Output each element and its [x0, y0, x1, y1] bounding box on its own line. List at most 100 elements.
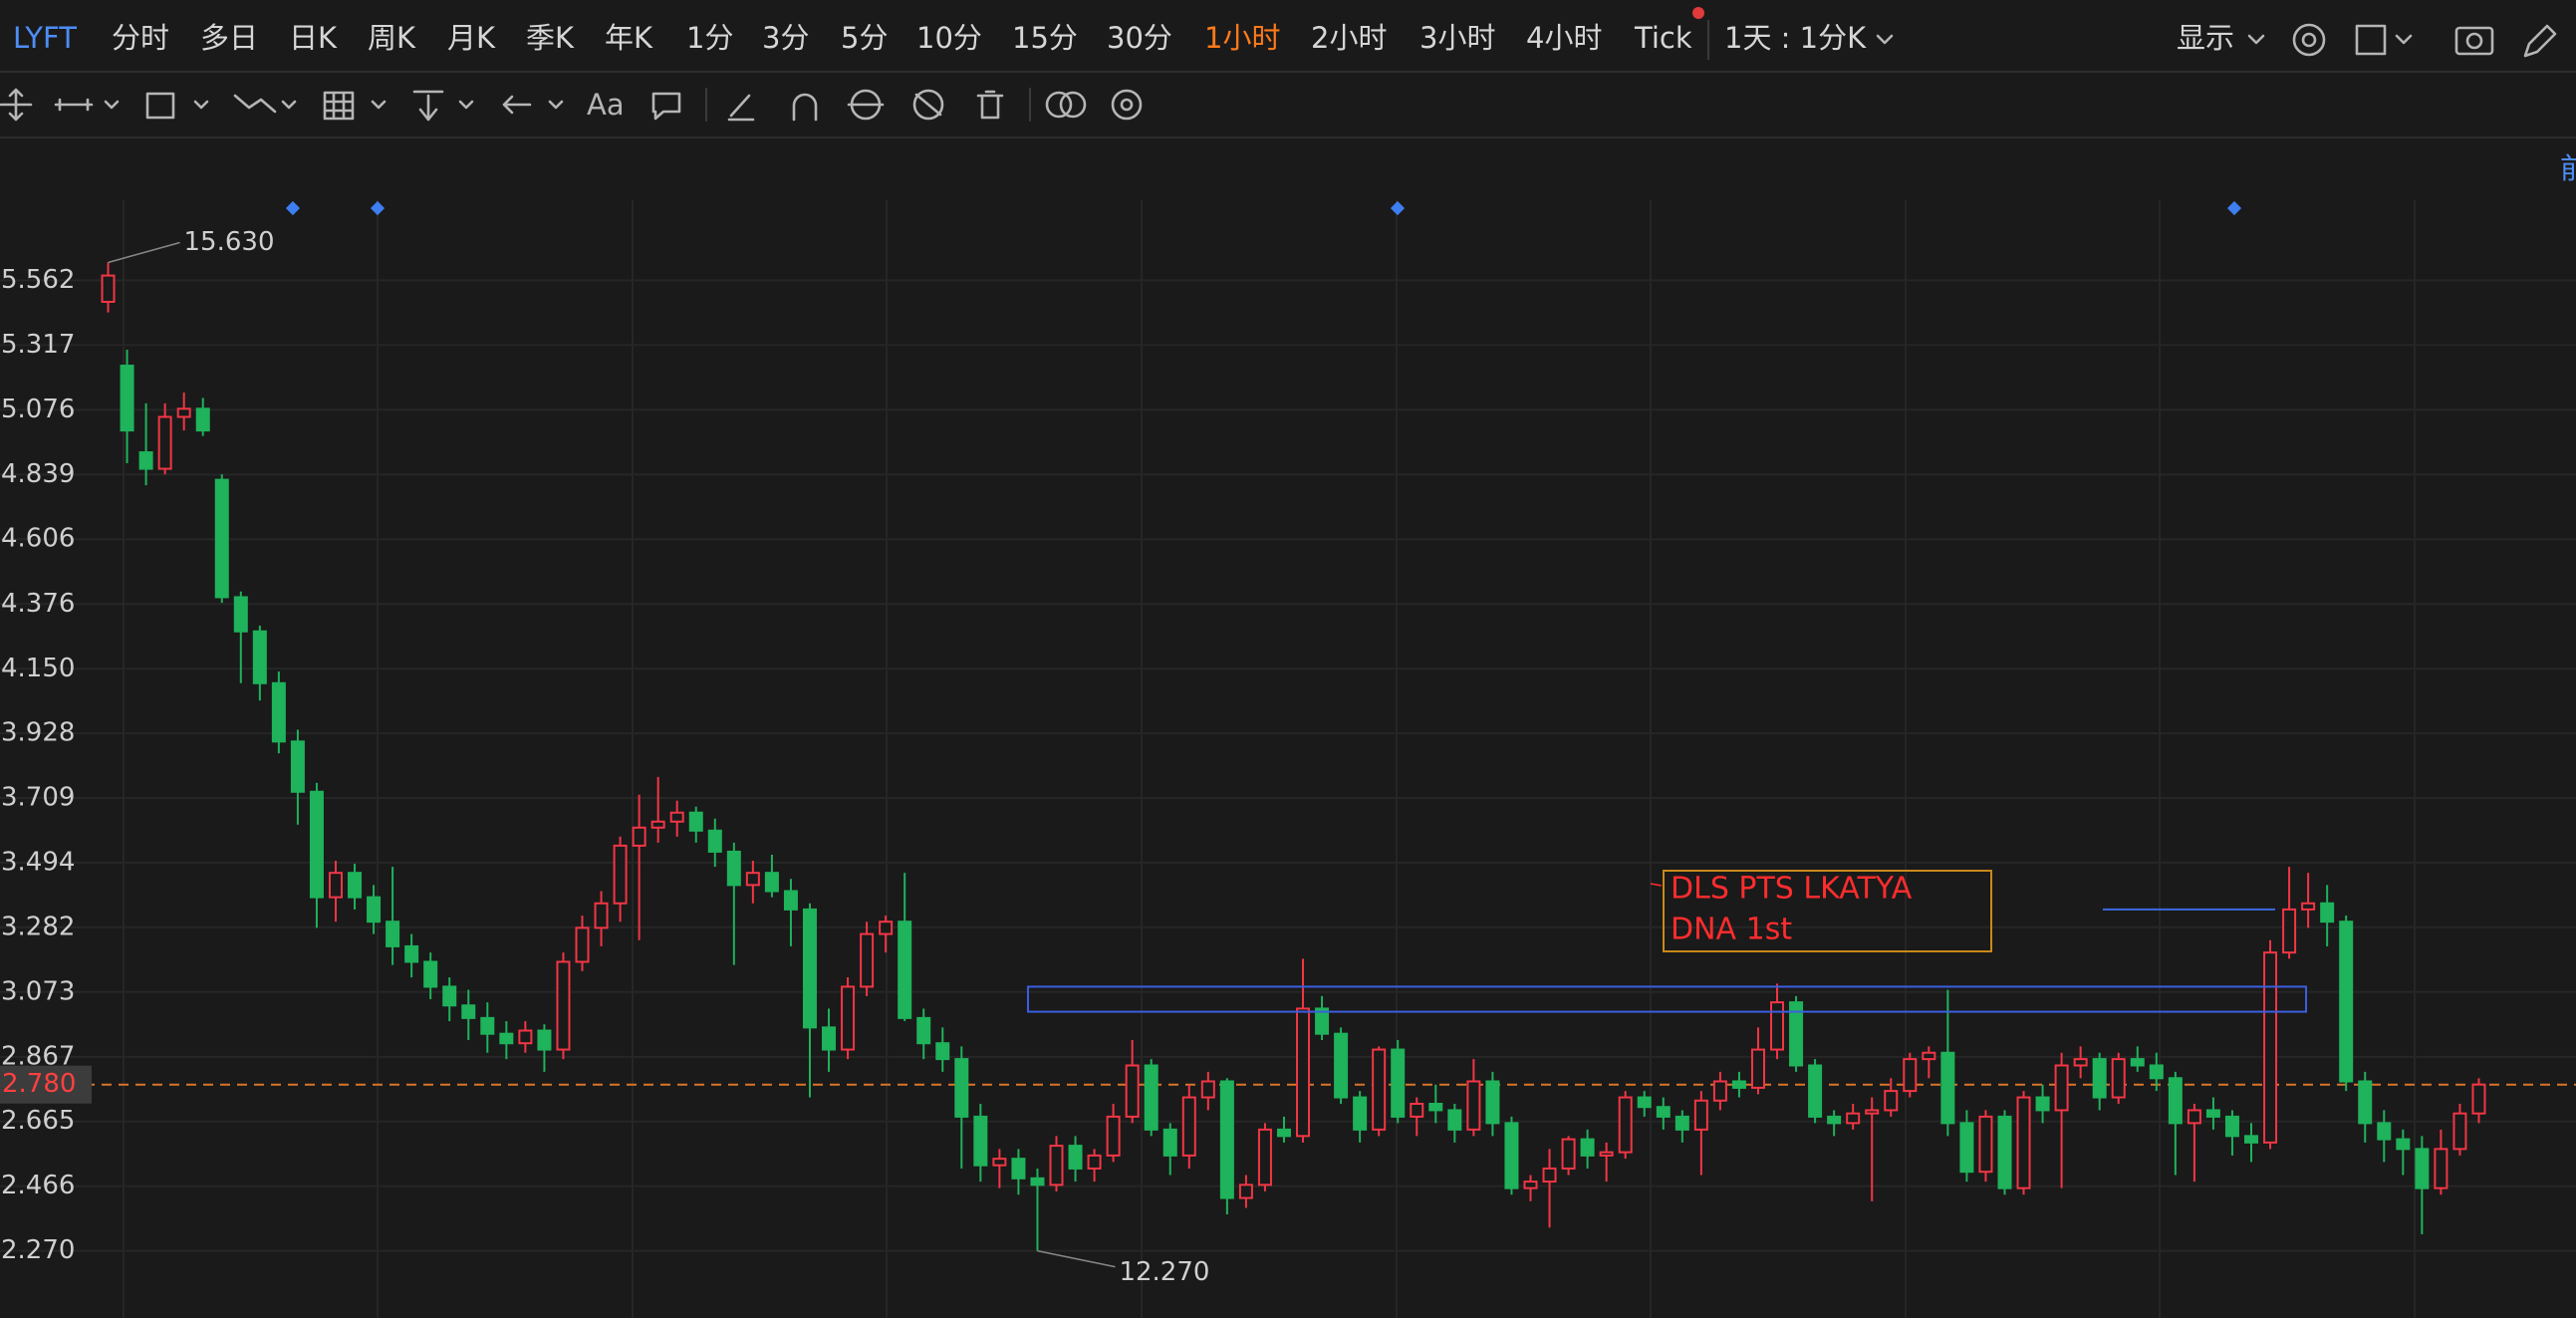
candle-body [195, 407, 210, 432]
candle-body [1922, 1051, 1936, 1061]
candle-body [1846, 1112, 1861, 1125]
event-marker [370, 200, 386, 216]
interval-selector[interactable]: 1天 : 1分K [1724, 21, 1867, 55]
arrow-tool[interactable] [502, 95, 564, 115]
shape-tool[interactable] [145, 92, 209, 120]
candle-body [879, 921, 894, 935]
candle-body [707, 829, 722, 853]
timeframe-tab[interactable]: 月K [447, 21, 496, 55]
candle-body [1353, 1096, 1368, 1131]
y-tick-label: 2.466 [1, 1171, 75, 1200]
candle-body [669, 811, 684, 823]
candle-body [252, 630, 267, 684]
timeframe-tab[interactable]: 分时 [112, 21, 169, 55]
candle-body [916, 1016, 931, 1045]
line-tool[interactable] [54, 98, 120, 112]
timeframe-tab[interactable]: 3分 [762, 21, 809, 55]
timeframe-tab[interactable]: 3小时 [1419, 21, 1495, 55]
candle-body [2339, 921, 2354, 1083]
timeframe-tab[interactable]: 季K [526, 21, 575, 55]
y-tick-label: 3.282 [1, 912, 75, 941]
high-label: 15.630 [184, 227, 275, 257]
candle-body [480, 1016, 495, 1035]
timeframe-tab[interactable]: 30分 [1107, 21, 1172, 55]
timeframe-tab[interactable]: 日K [289, 21, 338, 55]
candle-body [2282, 908, 2297, 954]
screenshot-icon[interactable] [2454, 26, 2494, 56]
notification-dot [1692, 7, 1704, 19]
timeframe-tab[interactable]: 2小时 [1311, 21, 1387, 55]
magnet-tool[interactable] [792, 93, 818, 122]
chevron[interactable] [2247, 34, 2265, 45]
candle-body [328, 872, 343, 899]
timeframe-tab[interactable]: 周K [368, 21, 416, 55]
pen-tool[interactable] [727, 94, 755, 122]
candle-body [2471, 1083, 2486, 1115]
timeframe-tab[interactable]: 10分 [916, 21, 982, 55]
note-box [1663, 870, 1992, 952]
candle-body [1466, 1080, 1481, 1131]
symbol[interactable]: LYFT [13, 21, 77, 55]
timeframe-tab[interactable]: 1小时 [1204, 21, 1280, 55]
candle-body [650, 820, 665, 829]
text-tool[interactable]: Aa [587, 88, 625, 122]
candle-body [935, 1042, 950, 1061]
candle-body [1959, 1122, 1974, 1174]
candle-body [1219, 1080, 1234, 1199]
candle-body [1106, 1115, 1121, 1157]
event-marker [285, 200, 301, 216]
y-tick-label: 2.665 [1, 1106, 75, 1136]
path-tool[interactable] [233, 94, 297, 114]
candle-body [271, 681, 286, 743]
timeframe-tab[interactable]: 4小时 [1526, 21, 1602, 55]
lock-tool[interactable] [847, 89, 885, 121]
grid-tool[interactable] [323, 91, 386, 121]
chevron[interactable] [2395, 34, 2413, 45]
candle-body [1978, 1115, 1993, 1174]
edit-icon[interactable] [2523, 24, 2557, 58]
settings-icon[interactable] [2292, 23, 2326, 57]
candle-body [1618, 1096, 1633, 1154]
delete-tool[interactable] [976, 90, 1004, 120]
candle-body [1580, 1138, 1595, 1157]
candle-body [2073, 1058, 2088, 1067]
candle-body [1561, 1138, 1576, 1170]
candle-body [613, 844, 628, 905]
candle-body [1068, 1145, 1083, 1170]
timeframe-tab[interactable]: 年K [605, 21, 653, 55]
candle-body [1750, 1048, 1765, 1089]
candle-body [2358, 1080, 2373, 1125]
side-label[interactable]: 前 [2560, 151, 2576, 185]
timeframe-tab[interactable]: 多日 [200, 21, 258, 55]
candle-body [1011, 1158, 1026, 1180]
timeframe-tab[interactable]: 5分 [841, 21, 888, 55]
candle-body [1940, 1051, 1955, 1125]
layout-icon[interactable] [2355, 24, 2387, 56]
candle-body [1865, 1109, 1880, 1115]
candle-body [2035, 1096, 2050, 1112]
candle-body [2301, 902, 2316, 911]
candle-body [2224, 1115, 2239, 1138]
candle-body [954, 1058, 969, 1118]
y-tick-label: 4.150 [1, 654, 75, 683]
move-tool[interactable] [0, 88, 33, 122]
timeframe-tab[interactable]: 1分 [686, 21, 733, 55]
comment-tool[interactable] [651, 92, 681, 121]
timeframe-tab[interactable]: Tick [1634, 21, 1692, 55]
measure-tool[interactable] [412, 90, 474, 122]
tool-settings[interactable] [1111, 89, 1143, 121]
candle-body [1884, 1090, 1899, 1112]
candle-body [1637, 1096, 1652, 1109]
candle-body [1827, 1115, 1842, 1125]
hide-tool[interactable] [912, 89, 944, 121]
candle-body [898, 921, 912, 1019]
candle-body [575, 926, 590, 963]
compare-tool[interactable] [1045, 91, 1087, 119]
chevron[interactable] [1876, 34, 1894, 45]
candle-body [973, 1115, 988, 1167]
timeframe-tab[interactable]: 15分 [1012, 21, 1078, 55]
candle-body [518, 1029, 533, 1045]
candle-body [764, 872, 779, 893]
display-menu[interactable]: 显示 [2177, 21, 2234, 55]
event-marker [1390, 200, 1406, 216]
